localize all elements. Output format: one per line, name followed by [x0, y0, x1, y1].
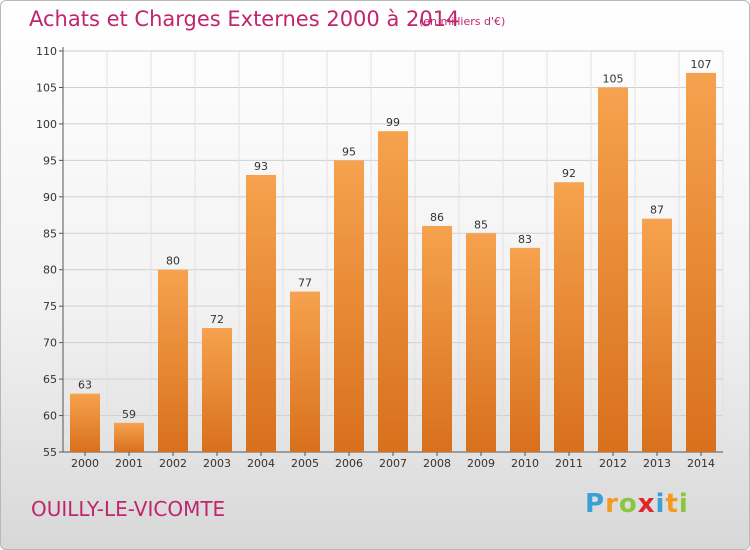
x-tick-label-2003: 2003 [203, 457, 231, 470]
unit-note: (en milliers d'€) [419, 15, 506, 28]
data-label-2011: 92 [562, 167, 576, 180]
logo-letter: i [678, 489, 689, 519]
bar-2010 [510, 247, 540, 452]
bar-2002 [158, 269, 188, 452]
x-tick-label-2014: 2014 [687, 457, 715, 470]
proxiti-logo: Proxiti [585, 489, 689, 519]
y-tick-label: 95 [43, 154, 57, 167]
bar-2011 [554, 182, 584, 452]
x-tick-label-2007: 2007 [379, 457, 407, 470]
y-tick-label: 60 [43, 410, 57, 423]
data-label-2010: 83 [518, 233, 532, 246]
data-label-2012: 105 [603, 72, 624, 85]
bar-2009 [466, 233, 496, 452]
data-label-2005: 77 [298, 277, 312, 290]
data-label-2008: 86 [430, 211, 444, 224]
y-tick-label: 75 [43, 300, 57, 313]
data-label-2000: 63 [78, 379, 92, 392]
y-tick-label: 55 [43, 446, 57, 459]
data-label-2007: 99 [386, 116, 400, 129]
x-tick-label-2000: 2000 [71, 457, 99, 470]
x-tick-label-2001: 2001 [115, 457, 143, 470]
y-tick-labels: 55 60 65 70 75 80 85 90 95 100 105 110 [36, 45, 57, 459]
bar-2014 [686, 72, 716, 452]
y-tick-label: 85 [43, 227, 57, 240]
logo-letter: t [665, 489, 679, 519]
x-tick-label-2012: 2012 [599, 457, 627, 470]
data-label-2003: 72 [210, 313, 224, 326]
y-tick-label: 110 [36, 45, 57, 58]
x-tick-label-2005: 2005 [291, 457, 319, 470]
x-tick-label-2013: 2013 [643, 457, 671, 470]
bar-2001 [114, 422, 144, 452]
bar-2013 [642, 218, 672, 452]
y-tick-label: 65 [43, 373, 57, 386]
data-label-2001: 59 [122, 408, 136, 421]
logo-letter: i [655, 489, 666, 519]
logo-letter: x [637, 489, 656, 519]
y-tick-label: 100 [36, 118, 57, 131]
data-label-2013: 87 [650, 204, 664, 217]
bar-2005 [290, 291, 320, 452]
data-label-2006: 95 [342, 145, 356, 158]
data-label-2014: 107 [691, 58, 712, 71]
logo-letter: o [618, 489, 638, 519]
x-tick-label-2002: 2002 [159, 457, 187, 470]
data-labels: 63 59 80 72 93 77 95 99 86 85 83 92 105 87 107 [78, 58, 712, 421]
x-tick-label-2006: 2006 [335, 457, 363, 470]
bar-2006 [334, 160, 364, 452]
bar-2000 [70, 393, 100, 452]
commune-name: OUILLY-LE-VICOMTE [31, 497, 226, 521]
y-tick-label: 105 [36, 81, 57, 94]
bar-2012 [598, 87, 628, 453]
logo-letter: r [605, 489, 619, 519]
x-tick-label-2009: 2009 [467, 457, 495, 470]
x-tick-label-2011: 2011 [555, 457, 583, 470]
bar-2007 [378, 131, 408, 452]
x-tick-label-2004: 2004 [247, 457, 275, 470]
bars [70, 72, 716, 453]
bar-2003 [202, 328, 232, 452]
bar-2008 [422, 225, 452, 452]
chart-title: Achats et Charges Externes 2000 à 2014 [29, 7, 460, 31]
x-tick-label-2008: 2008 [423, 457, 451, 470]
y-tick-label: 70 [43, 337, 57, 350]
y-tick-label: 80 [43, 264, 57, 277]
data-label-2004: 93 [254, 160, 268, 173]
data-label-2009: 85 [474, 218, 488, 231]
data-label-2002: 80 [166, 255, 180, 268]
logo-letter: P [585, 489, 606, 519]
bar-2004 [246, 174, 276, 453]
x-tick-label-2010: 2010 [511, 457, 539, 470]
y-tick-label: 90 [43, 191, 57, 204]
x-tick-labels: 2000 2001 2002 2003 2004 2005 2006 2007 2008 2009… [71, 457, 715, 470]
